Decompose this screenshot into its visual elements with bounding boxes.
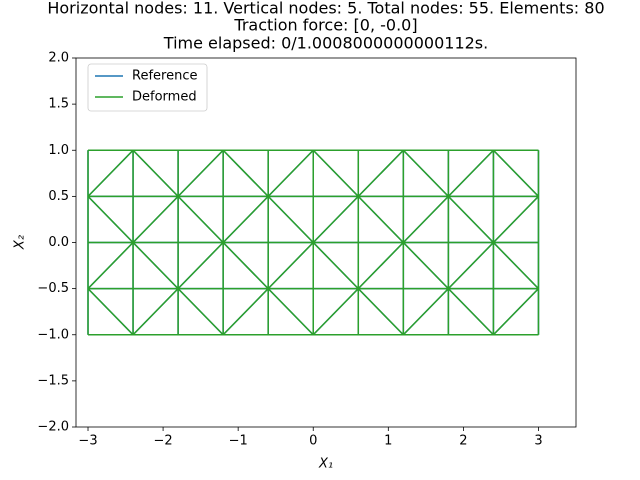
x-tick-label: 0 bbox=[309, 434, 317, 449]
y-axis-label: X₂ bbox=[13, 235, 28, 250]
chart-title: Time elapsed: 0/1.0008000000000112s. bbox=[163, 34, 488, 53]
x-tick-label: 3 bbox=[534, 434, 542, 449]
y-tick-label: −2.0 bbox=[37, 420, 69, 435]
axes-frame bbox=[75, 57, 577, 428]
x-tick-label: −2 bbox=[154, 434, 173, 449]
x-axis-label: X₁ bbox=[318, 457, 333, 472]
chart-title: Traction force: [0, -0.0] bbox=[233, 16, 417, 35]
y-tick-label: −1.5 bbox=[37, 373, 69, 388]
y-tick-label: 0.5 bbox=[48, 189, 69, 204]
legend-label: Reference bbox=[132, 69, 197, 84]
x-tick-label: −3 bbox=[78, 434, 97, 449]
x-tick-label: −1 bbox=[229, 434, 248, 449]
x-tick-label: 2 bbox=[459, 434, 467, 449]
chart-title: Horizontal nodes: 11. Vertical nodes: 5.… bbox=[47, 0, 604, 18]
y-tick-label: 1.5 bbox=[48, 97, 69, 112]
x-tick-label: 1 bbox=[384, 434, 392, 449]
y-tick-label: −1.0 bbox=[37, 327, 69, 342]
y-tick-label: 1.0 bbox=[48, 143, 69, 158]
series-line bbox=[87, 149, 540, 336]
y-tick-label: 2.0 bbox=[48, 51, 69, 66]
y-tick-label: 0.0 bbox=[48, 235, 69, 250]
y-tick-label: −0.5 bbox=[37, 281, 69, 296]
legend-label: Deformed bbox=[132, 90, 197, 105]
